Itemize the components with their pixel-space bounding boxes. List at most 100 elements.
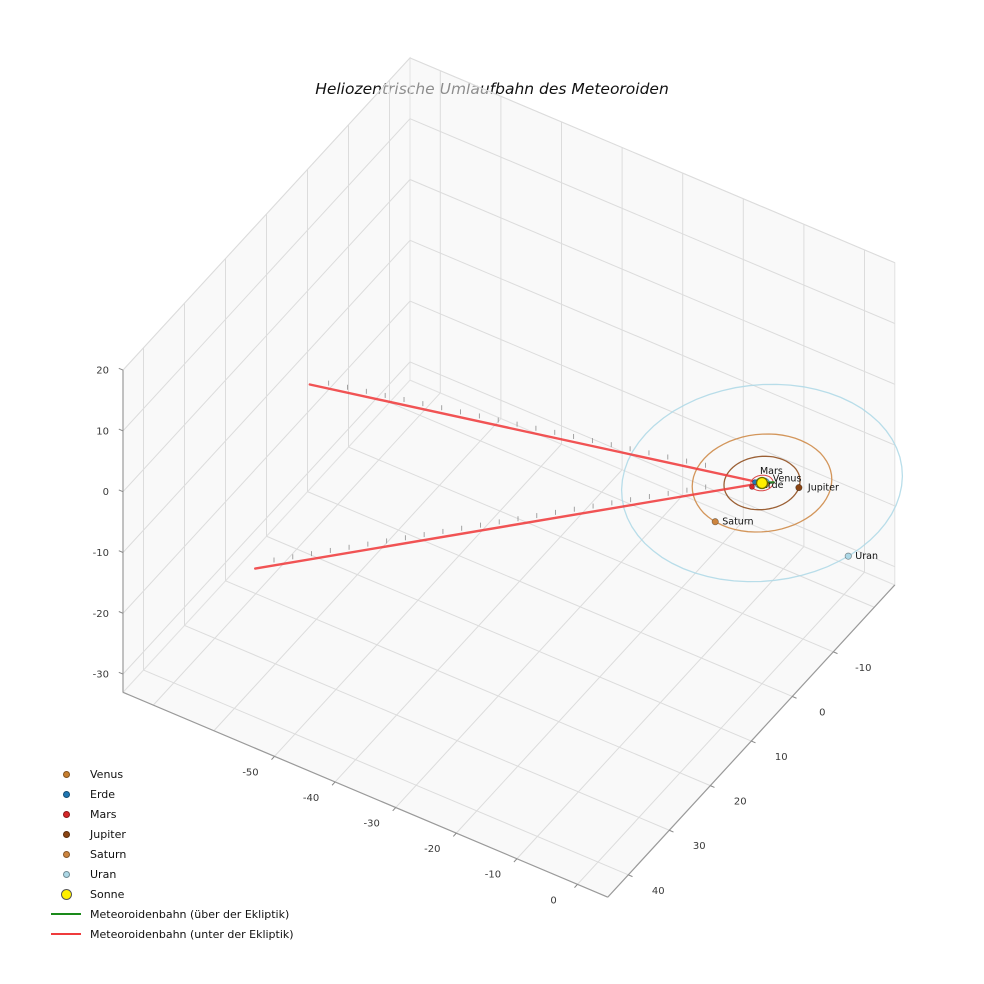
orbit-mars [750,474,774,492]
legend-label: Saturn [90,848,127,861]
orbit-saturn [691,433,833,533]
x-tick-mark [331,781,336,786]
meteoroid-above-marker-icon [48,913,84,916]
y-tick-mark [669,829,674,833]
grid-line-z-left [122,300,411,614]
z-tick-mark [118,489,124,493]
x-tick-mark [271,756,275,760]
trajectory-line-icon [51,913,81,916]
z-tick-label: 0 [103,487,109,498]
grid-line-z-right [409,300,895,507]
legend: Venus Erde Mars Jupiter Saturn Uran Sonne Meteo… [48,765,294,944]
y-tick-mark [751,740,756,744]
z-tick-label: -30 [93,670,109,681]
grid-line-y-floor [307,491,793,697]
x-tick-label: 0 [550,895,556,906]
y-tick-label: 0 [819,707,825,718]
grid-line-y-floor [225,580,711,787]
erde-dot-icon [62,791,70,799]
legend-label: Sonne [90,887,125,901]
z-tick-mark [118,550,124,553]
grid-line-z-left [122,118,411,432]
x-tick-label: -30 [364,819,380,830]
y-tick-label: 10 [775,752,788,763]
legend-item-mars: Mars [48,805,294,825]
legend-item-saturn: Saturn [48,845,294,865]
z-tick-label: 10 [96,426,109,437]
planet-label-erde: Erde [762,480,784,491]
planet-label-mars: Mars [760,466,783,477]
legend-item-jupiter: Jupiter [48,825,294,845]
sonne-marker-icon [48,888,84,900]
planet-marker-uran [844,552,852,560]
orbit-uran [620,383,904,583]
planet-label-jupiter: Jupiter [807,483,839,494]
mars-marker-icon [48,811,84,819]
x-tick-label: -50 [242,767,258,778]
legend-label: Meteoroidenbahn (unter der Ekliptik) [90,927,294,941]
z-tick-label: 20 [96,366,109,377]
saturn-dot-icon [62,851,70,858]
planet-marker-jupiter [795,484,803,492]
legend-item-meteoroid-above: Meteoroidenbahn (über der Ekliptik) [48,904,294,924]
grid-line-z-left [122,57,411,371]
grid-line-z-right [409,57,895,264]
z-tick-mark [118,671,124,675]
z-tick-mark [118,428,124,432]
x-tick-mark [452,832,457,837]
y-tick-label: 30 [693,841,706,852]
y-tick-label: 20 [734,797,747,808]
orbit-jupiter [723,455,801,511]
legend-label: Mars [90,808,117,822]
grid-line-z-left [122,239,411,553]
planet-label-venus: Venus [773,473,802,484]
uran-dot-icon [62,870,70,878]
planet-label-uran: Uran [855,551,878,562]
grid-line-z-right [409,239,895,446]
uran-marker-icon [48,870,84,878]
legend-item-meteoroid-below: Meteoroidenbahn (unter der Ekliptik) [48,924,294,944]
grid-line-y-floor [184,624,670,831]
grid-line-y-floor [266,535,752,742]
x-tick-mark [574,884,578,888]
jupiter-dot-icon [62,831,70,839]
x-tick-mark [513,858,518,863]
y-tick-mark [710,785,715,788]
x-tick-mark [392,807,397,812]
y-tick-mark [792,695,797,699]
grid-line-z-right [409,118,895,324]
sun-marker [755,476,769,490]
grid-line-z-left [122,361,411,675]
x-axis-line [122,691,609,898]
legend-label: Erde [90,788,116,802]
z-tick-label: -10 [93,548,109,559]
y-tick-label: -10 [855,663,871,674]
z-tick-mark [118,367,124,371]
legend-item-venus: Venus [48,765,294,785]
legend-item-erde: Erde [48,785,294,805]
grid-line-z-left [122,179,411,493]
y-tick-mark [628,874,633,878]
legend-item-sonne: Sonne [48,884,294,904]
legend-label: Jupiter [90,828,126,842]
venus-dot-icon [62,771,70,779]
legend-label: Uran [90,867,117,881]
y-tick-label: 40 [652,886,665,897]
grid-line-y-floor [348,446,834,653]
meteoroid-below-marker-icon [48,933,84,936]
grid-line-z-right [409,361,895,568]
x-tick-label: -10 [485,870,501,881]
legend-label: Venus [90,768,124,782]
z-tick-label: -20 [93,609,109,620]
planet-marker-saturn [711,518,719,526]
planet-label-saturn: Saturn [722,517,753,528]
planet-marker-mars [749,484,755,490]
erde-marker-icon [48,791,84,799]
trajectory-line-icon [51,933,81,936]
x-tick-label: -40 [303,793,319,804]
legend-label: Meteoroidenbahn (über der Ekliptik) [90,907,290,921]
grid-line-z-right [409,179,895,385]
saturn-marker-icon [48,851,84,858]
